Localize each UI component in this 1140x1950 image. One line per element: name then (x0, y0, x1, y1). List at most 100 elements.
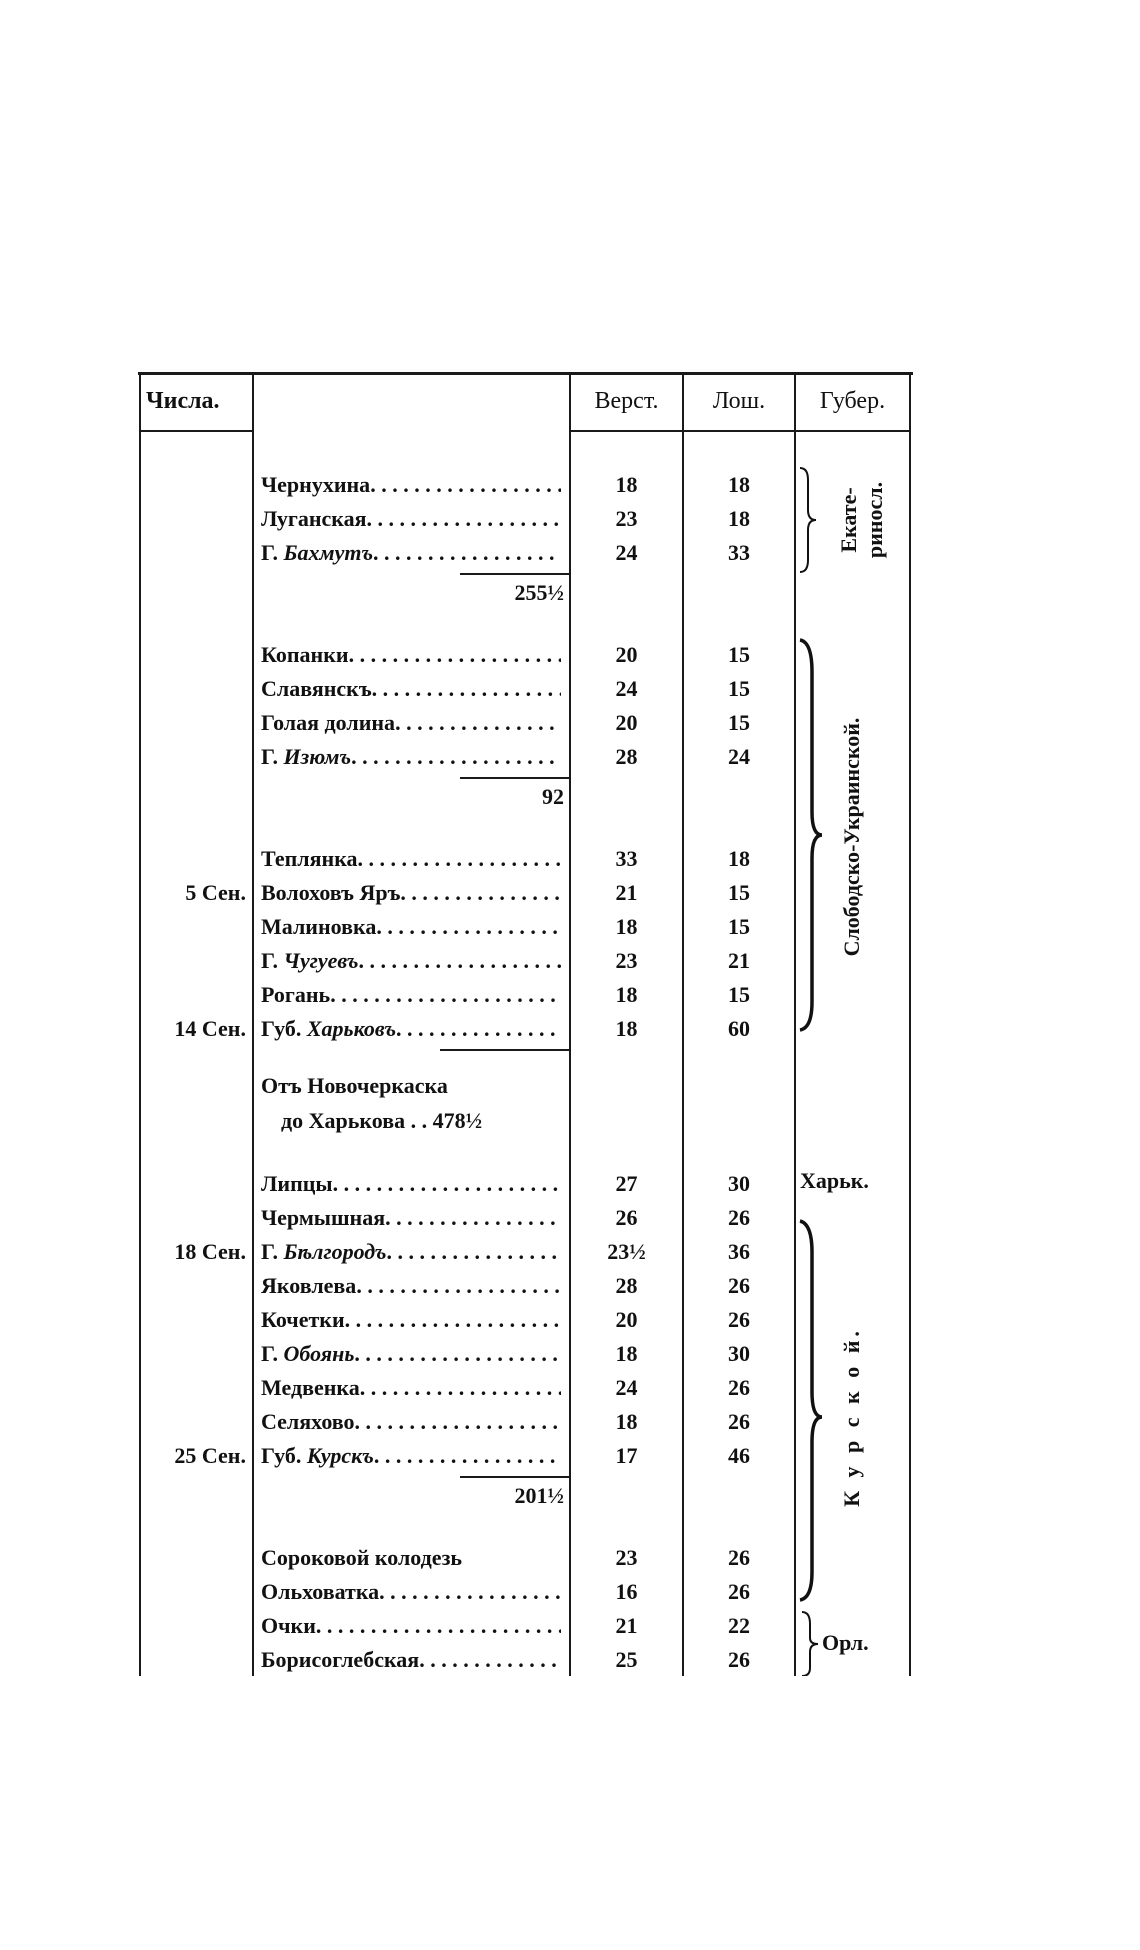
station-cell: Очки (261, 1609, 561, 1643)
station-name: Липцы (261, 1171, 333, 1196)
station-prefix: Г. (261, 1341, 279, 1366)
station-name: Бѣлгородъ (283, 1239, 387, 1264)
station-name: Рогань (261, 982, 331, 1007)
versts-cell: 25 (615, 1647, 638, 1672)
table-row: Селяхово 18 26 (140, 1405, 911, 1439)
table-row: 5 Сен. Волоховъ Яръ 21 15 (140, 876, 911, 910)
station-cell: Г. Обоянь (261, 1337, 561, 1371)
versts-cell: 26 (615, 1205, 638, 1230)
station-cell: Г. Чугуевъ (261, 944, 561, 978)
column-divider (252, 372, 254, 1676)
versts-cell: 18 (615, 914, 638, 939)
table-row: Копанки 20 15 (140, 638, 911, 672)
station-name: Харьковъ (306, 1016, 397, 1041)
date-cell: 25 Сен. (174, 1443, 246, 1468)
header-horses: Лош. (712, 388, 766, 414)
route-table: Числа. Верст. Лош. Губер. Чернухина1818Л… (138, 372, 913, 1677)
column-divider (909, 372, 911, 1676)
versts-cell: 23 (615, 948, 638, 973)
horses-cell: 21 (728, 948, 750, 973)
station-cell: Медвенка (261, 1371, 561, 1405)
subtotal-value: 201½ (514, 1483, 565, 1508)
station-name: Изюмъ (283, 744, 352, 769)
station-name: Кочетки (261, 1307, 345, 1332)
station-prefix: Г. (261, 1239, 279, 1264)
versts-cell: 23½ (607, 1239, 646, 1264)
table-row: Липцы 27 30 (140, 1167, 911, 1201)
station-name: Курскъ (306, 1443, 374, 1468)
table-row: Г. Обоянь 18 30 (140, 1337, 911, 1371)
station-prefix: Губ. (261, 1016, 302, 1041)
header-versts: Верст. (594, 388, 659, 414)
brace-slobodsko (799, 638, 823, 1032)
gubernia-kharkov: Харьк. (800, 1168, 869, 1193)
horses-cell: 15 (728, 710, 750, 735)
station-cell: Ольховатка (261, 1575, 561, 1609)
table-row: Чернухина 18 18 (140, 468, 911, 502)
gubernia-label-line: риносл. (862, 481, 887, 559)
horses-cell: 15 (728, 642, 750, 667)
horses-cell: 26 (728, 1647, 750, 1672)
horses-cell: 26 (728, 1409, 750, 1434)
station-name: Копанки (261, 642, 349, 667)
horses-cell: 33 (728, 540, 750, 565)
versts-cell: 20 (615, 642, 638, 667)
station-name: Чугуевъ (283, 948, 359, 973)
station-cell: Губ. Курскъ (261, 1439, 561, 1473)
versts-cell: 16 (615, 1579, 638, 1604)
header-rule (570, 430, 910, 432)
table-row: Г. Чугуевъ 23 21 (140, 944, 911, 978)
versts-cell: 18 (615, 982, 638, 1007)
versts-cell: 33 (615, 846, 638, 871)
subtotal-rule (460, 777, 570, 779)
horses-cell: 30 (728, 1341, 750, 1366)
versts-cell: 20 (615, 1307, 638, 1332)
brace-orel (801, 1611, 819, 1676)
station-cell: Чернухина (261, 468, 561, 502)
station-name: Ольховатка (261, 1579, 380, 1604)
station-name: Чернухина (261, 472, 371, 497)
gubernia-braces (799, 467, 823, 1676)
station-cell: Липцы (261, 1167, 561, 1201)
horses-cell: 24 (728, 744, 750, 769)
station-prefix: Г. (261, 540, 279, 565)
horses-cell: 60 (728, 1016, 750, 1041)
table-row: Чермышная 26 26 (140, 1201, 911, 1235)
horses-cell: 26 (728, 1307, 750, 1332)
table-row: Борисоглебская 25 26 (140, 1643, 911, 1677)
horses-cell: 18 (728, 472, 750, 497)
station-name: Яковлева (261, 1273, 357, 1298)
horses-cell: 15 (728, 880, 750, 905)
horses-cell: 26 (728, 1273, 750, 1298)
station-cell: Борисоглебская (261, 1643, 561, 1677)
station-prefix: Г. (261, 744, 279, 769)
table-row: 25 Сен. Губ. Курскъ 17 46 (140, 1439, 911, 1473)
station-prefix: Губ. (261, 1443, 302, 1468)
station-name: Волоховъ Яръ (261, 880, 401, 905)
table-row: Ольховатка 16 26 (140, 1575, 911, 1609)
brace-kursk (799, 1219, 823, 1602)
subtotal-value: 255½ (514, 580, 565, 605)
table-row: Рогань 18 15 (140, 978, 911, 1012)
section-rule (440, 1049, 570, 1051)
versts-cell: 24 (615, 1375, 638, 1400)
column-divider (794, 372, 796, 1676)
station-name: Луганская (261, 506, 367, 531)
horses-cell: 30 (728, 1171, 750, 1196)
station-cell: Луганская (261, 502, 561, 536)
column-divider (139, 372, 141, 1676)
horses-cell: 26 (728, 1375, 750, 1400)
station-cell: Г. Бѣлгородъ (261, 1235, 561, 1269)
table-row: Голая долина 20 15 (140, 706, 911, 740)
station-name: Малиновка (261, 914, 377, 939)
station-cell: Рогань (261, 978, 561, 1012)
column-divider (682, 372, 684, 1676)
column-divider (569, 372, 571, 1676)
horses-cell: 22 (728, 1613, 750, 1638)
horses-cell: 15 (728, 914, 750, 939)
versts-cell: 23 (615, 506, 638, 531)
gubernia-orel: Орл. (822, 1630, 869, 1655)
brace-ekaterinoslav (799, 467, 817, 573)
versts-cell: 23 (615, 1545, 638, 1570)
table-row: Очки 21 22 (140, 1609, 911, 1643)
